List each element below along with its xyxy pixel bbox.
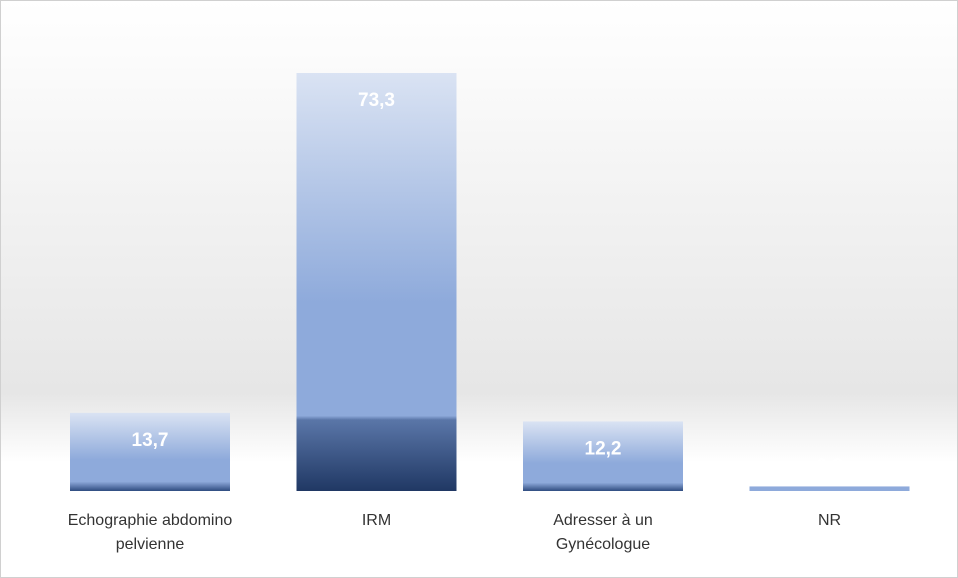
bar [70,412,230,491]
x-tick-label: IRM [361,512,392,529]
x-tick-label: Echographie abdomino pelvienne [67,512,233,553]
x-tick-label: Adresser à un Gynécologue [553,512,653,553]
value-label: 12,2 [585,438,622,459]
value-label: 0,8 [816,455,842,476]
bar [749,486,910,491]
x-tick-label: NR [817,512,842,529]
value-label: 13,7 [132,430,169,451]
value-label: 73,3 [358,90,395,111]
bar [296,73,457,491]
bar [523,421,683,491]
